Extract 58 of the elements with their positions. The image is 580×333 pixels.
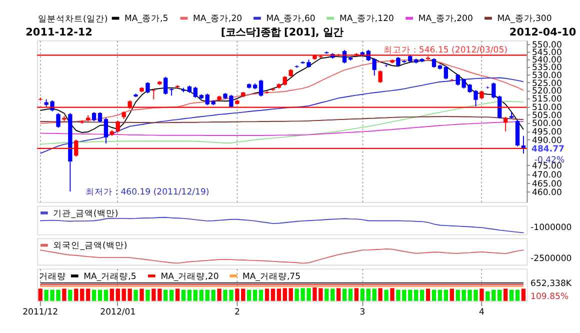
candlestick	[98, 112, 102, 123]
y-tick-label: 460.00	[532, 188, 562, 198]
y-tick-label: 490.00	[532, 136, 562, 146]
candlestick	[372, 58, 376, 76]
text: 109.85%	[530, 292, 569, 302]
text: 2011-12-12	[26, 26, 92, 39]
legend-label: MA_거래량,75	[242, 272, 301, 282]
y-tick-label: 515.00	[532, 94, 562, 105]
candlestick	[503, 116, 508, 132]
x-tick-label: 2012/01	[100, 308, 136, 318]
line-series	[40, 77, 524, 154]
candlestick	[432, 58, 436, 68]
y-tick-label: 495.00	[532, 128, 562, 138]
legend-title: 일분석차트(일간)	[38, 14, 108, 24]
legend-label: MA_종가,60	[266, 14, 316, 24]
x-tick-label: 2	[234, 308, 240, 318]
legend-label: 외국인_금액(백만)	[53, 241, 128, 252]
line-series	[40, 59, 524, 124]
candlestick	[164, 76, 168, 96]
candlestick	[104, 117, 108, 144]
text: -1000000	[530, 223, 572, 234]
candlestick	[444, 66, 448, 80]
text: 652,338K	[530, 278, 572, 289]
legend-label: MA_거래량,20	[160, 272, 219, 282]
annotation: 최고가 : 546.15 (2012/03/05)	[384, 46, 508, 56]
y-tick-label: 505.00	[532, 110, 562, 121]
text: -2500000	[530, 254, 572, 264]
x-tick-label: 3	[360, 308, 366, 318]
candlestick	[56, 112, 60, 128]
legend-label: MA_거래량,5	[84, 272, 136, 282]
legend-label: MA_종가,5	[124, 14, 168, 24]
y-tick-label: 500.00	[532, 119, 562, 130]
legend-label: MA_종가,200	[418, 14, 473, 24]
x-tick-label: 2011/12	[22, 308, 58, 318]
candlestick	[116, 120, 120, 133]
text: 2012-04-10	[509, 26, 576, 39]
y-tick-label: 510.00	[532, 102, 562, 113]
chart-title: [코스닥]종합 [201], 일간	[220, 26, 343, 39]
legend-label: MA_종가,120	[339, 14, 394, 24]
candlestick	[92, 112, 96, 122]
x-tick-label: 4	[478, 308, 484, 318]
legend-title: 거래량	[38, 272, 66, 282]
legend-label: MA_종가,20	[193, 14, 242, 24]
annotation: 최저가 : 460.19 (2011/12/19)	[85, 187, 210, 198]
ref-line-label: 484.77	[532, 144, 565, 154]
legend-label: 기관_금액(백만)	[53, 208, 118, 219]
candlestick	[492, 82, 496, 99]
candlestick	[193, 86, 198, 98]
candlestick	[258, 79, 264, 97]
candlestick	[378, 70, 382, 84]
y-tick-label: 470.00	[532, 170, 562, 180]
y-tick-label: 530.00	[532, 70, 562, 81]
y-tick-label: 475.00	[532, 162, 562, 172]
legend-label: MA_종가,300	[497, 14, 552, 24]
candlestick	[146, 82, 150, 94]
line-series	[40, 100, 524, 145]
candlestick	[282, 76, 287, 86]
y-tick-label: 465.00	[532, 179, 562, 190]
